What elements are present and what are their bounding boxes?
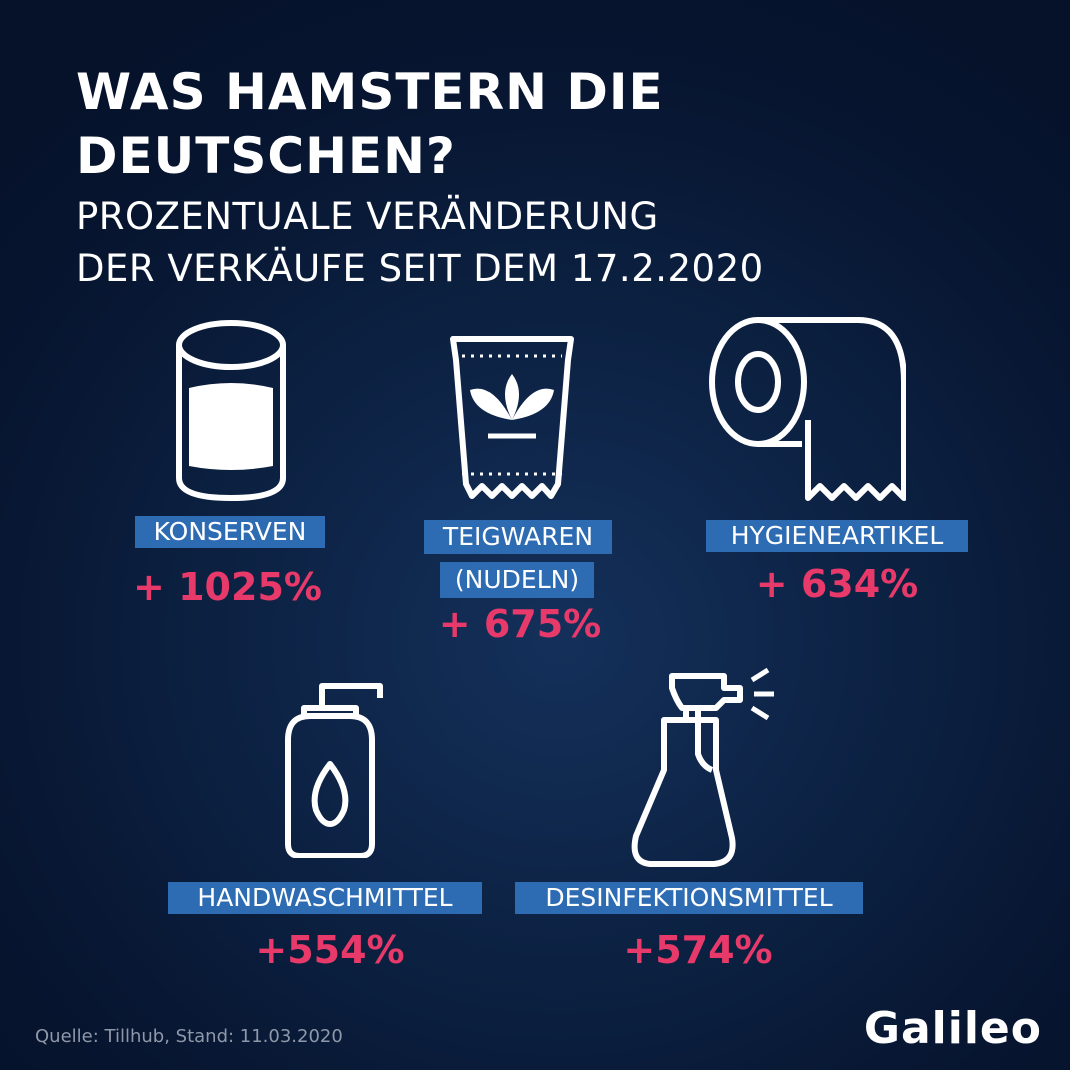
subtitle-line-2: DER VERKÄUFE SEIT DEM 17.2.2020 [76,247,764,290]
item-label-teigwaren-line-2: (NUDELN) [454,565,580,594]
item-value-hygieneartikel: + 634% [755,562,919,606]
item-value-handwaschmittel: +554% [255,928,405,972]
item-label-handwaschmittel: HANDWASCHMITTEL [168,882,482,914]
item-value-desinfektionsmittel: +574% [623,928,773,972]
page-title: WAS HAMSTERN DIE DEUTSCHEN? [76,63,664,185]
galileo-logo: Galileo [863,1003,1042,1054]
item-label-konserven: KONSERVEN [135,516,325,548]
page-subtitle: PROZENTUALE VERÄNDERUNG DER VERKÄUFE SEI… [76,191,976,295]
item-value-konserven: + 1025% [133,565,322,609]
item-label-hygieneartikel: HYGIENEARTIKEL [706,520,968,552]
item-label-nudeln: (NUDELN) [440,562,594,598]
pasta-bag-icon [448,334,576,502]
subtitle-line-1: PROZENTUALE VERÄNDERUNG [76,195,659,238]
spray-bottle-icon [628,666,776,874]
can-icon [172,318,290,502]
item-label-teigwaren-line-1: TEIGWAREN [442,522,594,551]
toilet-paper-icon [706,316,906,504]
item-label-teigwaren: TEIGWAREN [424,520,612,554]
source-note: Quelle: Tillhub, Stand: 11.03.2020 [35,1026,343,1047]
soap-dispenser-icon [280,680,384,858]
item-label-desinfektionsmittel: DESINFEKTIONSMITTEL [515,882,863,914]
item-value-teigwaren: + 675% [438,602,602,646]
